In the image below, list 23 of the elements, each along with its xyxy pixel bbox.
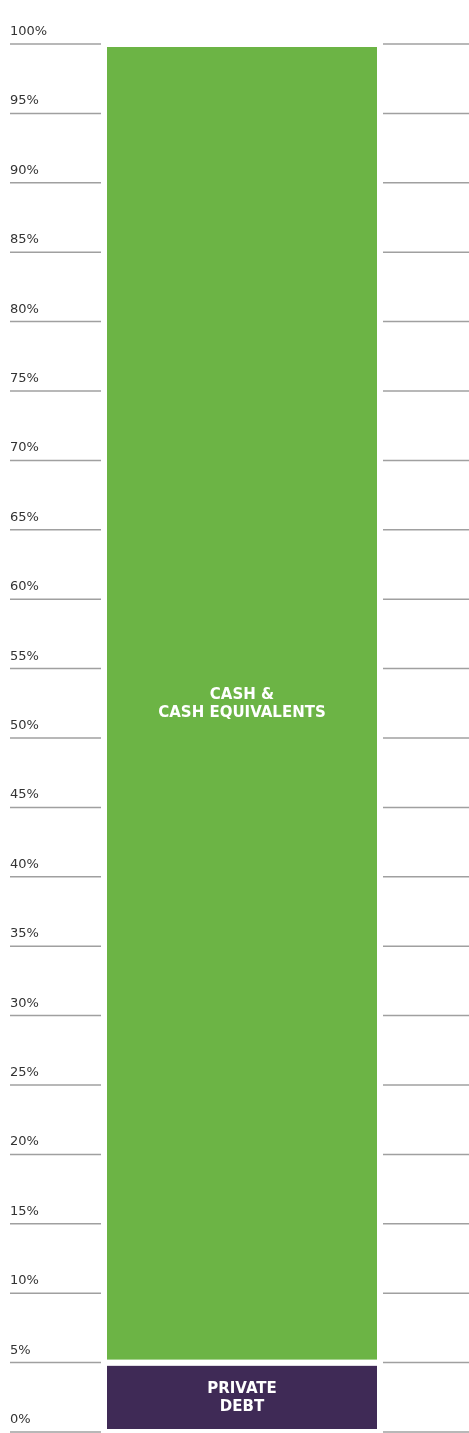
y-tick-label: 45% <box>10 786 39 802</box>
y-tick-label: 30% <box>10 994 39 1010</box>
y-tick-label: 100% <box>10 23 48 38</box>
y-tick-label: 10% <box>10 1272 39 1288</box>
y-tick-label: 20% <box>10 1133 39 1149</box>
y-tick-label: 70% <box>10 439 39 455</box>
y-tick-label: 35% <box>10 925 39 941</box>
series-label: PRIVATE DEBT <box>207 1379 277 1416</box>
y-tick-label: 50% <box>10 717 39 732</box>
y-tick-label: 5% <box>10 1341 31 1357</box>
y-tick-label: 15% <box>10 1202 39 1218</box>
y-tick-label: 85% <box>10 231 39 247</box>
y-tick-label: 95% <box>10 92 39 108</box>
y-tick-label: 90% <box>10 161 39 177</box>
y-tick-label: 65% <box>10 508 39 524</box>
y-tick-label: 0% <box>10 1411 31 1426</box>
y-tick-label: 40% <box>10 855 39 871</box>
y-tick-label: 55% <box>10 647 39 663</box>
y-tick-label: 75% <box>10 370 39 385</box>
y-tick-label: 80% <box>10 300 39 316</box>
series-label: CASH & CASH EQUIVALENTS <box>158 685 326 722</box>
y-tick-label: 25% <box>10 1064 39 1079</box>
y-tick-label: 60% <box>10 578 39 594</box>
